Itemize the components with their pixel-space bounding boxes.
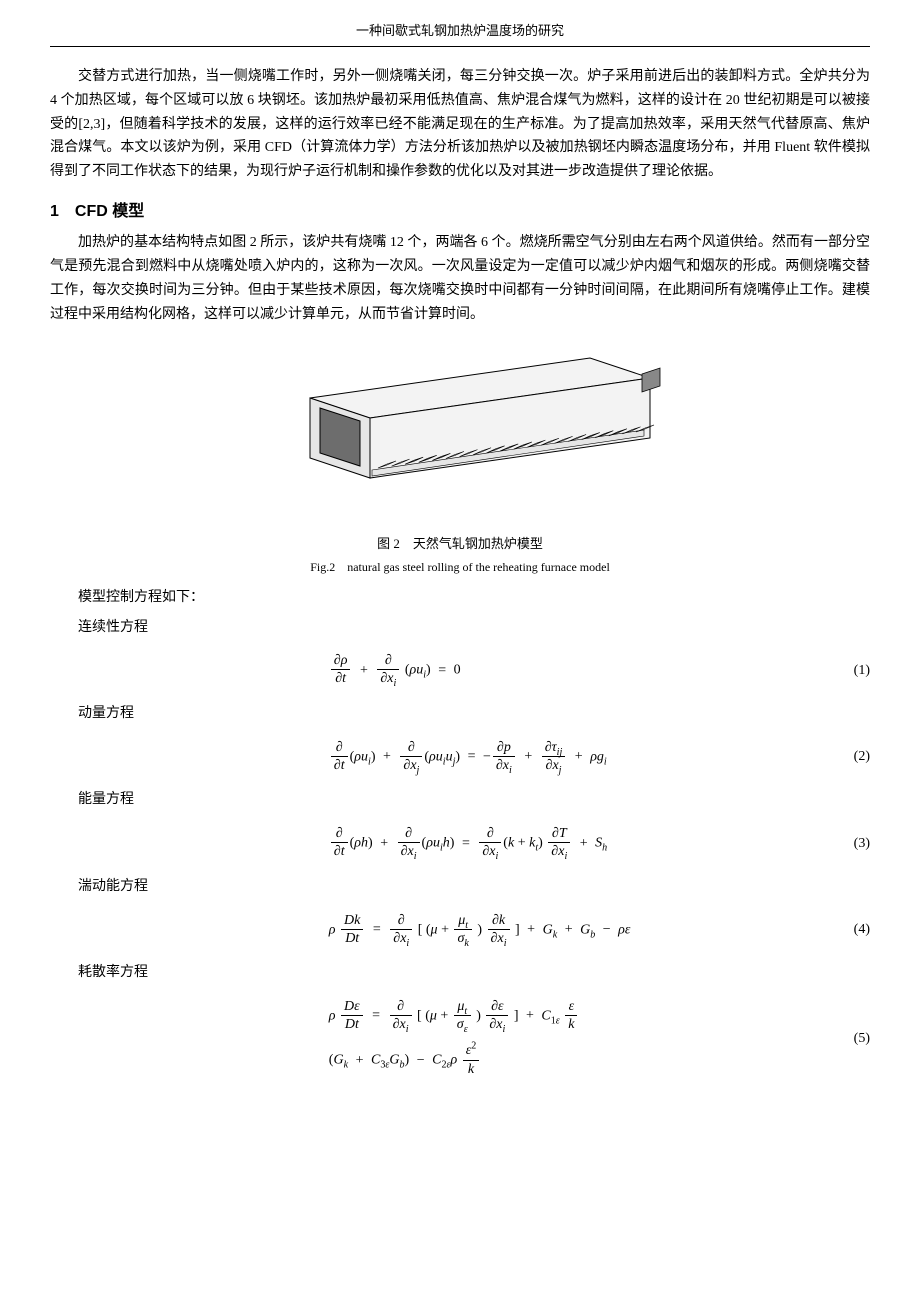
- eq4-number: (4): [830, 918, 870, 942]
- momentum-label: 动量方程: [50, 702, 870, 726]
- eq5-number: (5): [830, 1027, 870, 1051]
- section-1-heading: 1 CFD 模型: [50, 198, 870, 225]
- intro-paragraph: 交替方式进行加热，当一侧烧嘴工作时，另外一侧烧嘴关闭，每三分钟交换一次。炉子采用…: [50, 65, 870, 184]
- dissipation-label: 耗散率方程: [50, 961, 870, 985]
- equation-5: ρ DεDt = ∂∂xi [ (μ + μtσε ) ∂ε∂xi ] + C1…: [50, 999, 870, 1078]
- running-title: 一种间歇式轧钢加热炉温度场的研究: [50, 20, 870, 47]
- energy-label: 能量方程: [50, 788, 870, 812]
- cfd-paragraph: 加热炉的基本结构特点如图 2 所示，该炉共有烧嘴 12 个，两端各 6 个。燃烧…: [50, 231, 870, 326]
- figure-2-caption-zh: 图 2 天然气轧钢加热炉模型: [50, 533, 870, 555]
- equation-4: ρ DkDt = ∂∂xi [ (μ + μtσk ) ∂k∂xi ] + Gk…: [50, 913, 870, 948]
- eq1-number: (1): [830, 659, 870, 683]
- continuity-label: 连续性方程: [50, 616, 870, 640]
- eq-intro-label: 模型控制方程如下：: [50, 586, 870, 610]
- equation-2: ∂∂t(ρui) + ∂∂xj(ρuiuj) = −∂p∂xi + ∂τij∂x…: [50, 740, 870, 775]
- furnace-far-duct: [642, 368, 660, 392]
- tke-label: 湍动能方程: [50, 875, 870, 899]
- figure-2-svg: [250, 338, 670, 518]
- figure-2-caption-en: Fig.2 natural gas steel rolling of the r…: [50, 557, 870, 577]
- equation-3: ∂∂t(ρh) + ∂∂xi(ρuih) = ∂∂xi(k + kt) ∂T∂x…: [50, 826, 870, 861]
- figure-2: [50, 338, 870, 527]
- eq2-number: (2): [830, 745, 870, 769]
- eq3-number: (3): [830, 832, 870, 856]
- equation-1: ∂ρ∂t + ∂∂xi (ρui) = 0 (1): [50, 653, 870, 688]
